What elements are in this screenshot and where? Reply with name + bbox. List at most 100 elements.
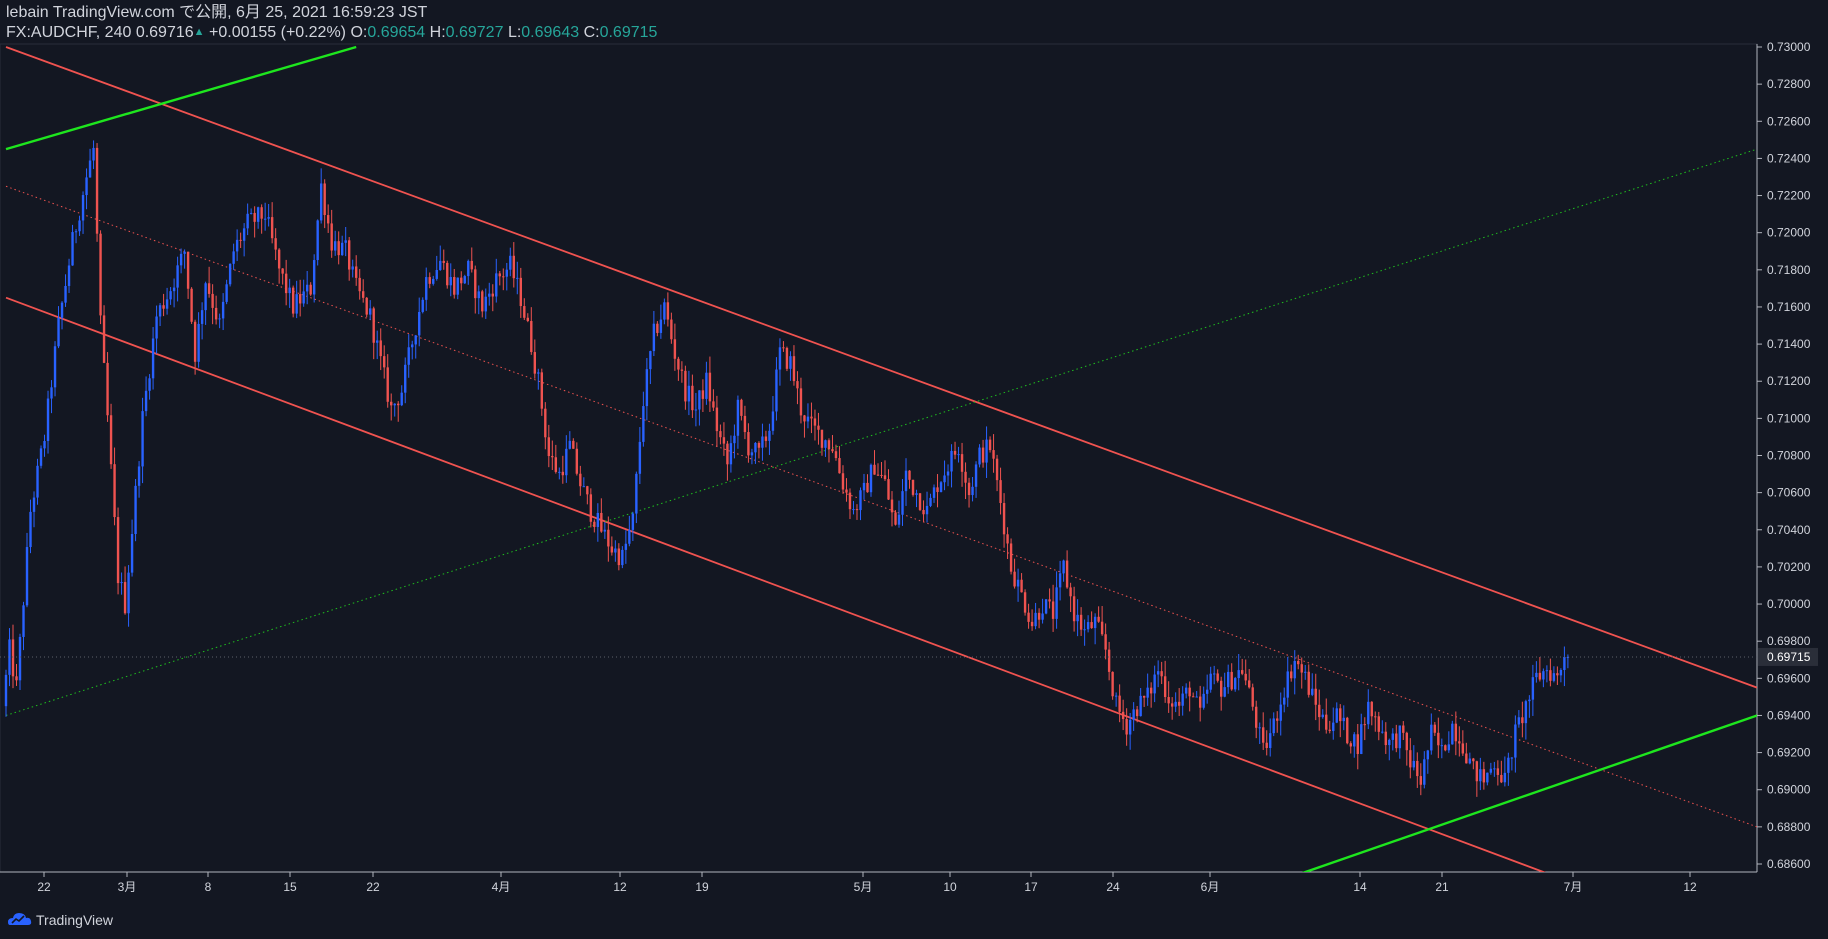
candle [1237, 654, 1240, 691]
candle-body [729, 443, 733, 465]
candle [179, 248, 183, 274]
candle-body [761, 436, 764, 448]
candle-body [1475, 761, 1479, 782]
candle-body [785, 347, 789, 369]
candle-body [1486, 772, 1489, 783]
candle [1503, 756, 1507, 787]
candle-body [957, 454, 960, 456]
candle [803, 414, 806, 438]
candle-body [1276, 718, 1279, 721]
candle-body [775, 369, 778, 412]
candle-body [474, 269, 477, 299]
candle [1535, 661, 1538, 683]
candle-body [449, 277, 452, 286]
candle-body [964, 471, 967, 483]
candle [1325, 698, 1328, 734]
candle [768, 423, 771, 455]
candle [1006, 527, 1009, 559]
candle [418, 297, 421, 347]
candle-body [673, 339, 677, 359]
candle [435, 255, 438, 281]
candle [551, 440, 554, 471]
candle-body [1006, 534, 1009, 544]
candle-body [824, 440, 827, 448]
candle [1244, 659, 1247, 686]
candle [1142, 695, 1146, 707]
candle [1170, 697, 1174, 720]
candle [533, 339, 537, 379]
candle-body [481, 291, 484, 312]
candle [4, 669, 8, 717]
candle [1009, 538, 1013, 575]
candle [1437, 717, 1440, 759]
candle [228, 263, 232, 287]
candle [656, 321, 659, 337]
candle-body [53, 346, 57, 388]
candle-body [1426, 750, 1430, 760]
candle-body [897, 514, 901, 525]
candle [505, 262, 508, 291]
candle-body [708, 372, 712, 402]
candle [1234, 676, 1237, 692]
candle [106, 352, 109, 422]
candle-body [792, 356, 796, 382]
candles[interactable] [4, 140, 1570, 797]
candle [582, 477, 586, 488]
candle [995, 454, 999, 492]
candle [99, 230, 102, 325]
candle-body [1142, 695, 1146, 698]
time-tick-label: 22 [366, 880, 380, 894]
candle-body [841, 473, 845, 490]
candle [1044, 599, 1048, 615]
candle-body [1405, 732, 1408, 751]
time-axis[interactable]: 22 3月 8 15 22 4月 12 19 5月 10 17 24 6月 14 21 7月 12 [37, 872, 1697, 894]
candle-body [123, 582, 127, 614]
candle [1076, 599, 1079, 637]
footer-brand[interactable]: TradingView [6, 909, 113, 931]
candle [225, 279, 228, 305]
candle-body [624, 543, 628, 550]
candle [925, 491, 929, 523]
candle-body [186, 251, 190, 289]
candle [1290, 664, 1293, 682]
candle-body [190, 288, 193, 322]
plot-area[interactable] [0, 43, 1758, 873]
candle-body [1135, 709, 1139, 717]
time-tick-label: 21 [1435, 880, 1449, 894]
time-tick-label: 7月 [1564, 880, 1583, 894]
candle [470, 247, 473, 273]
candle-body [1174, 701, 1177, 707]
candle [1205, 674, 1209, 704]
candle [624, 530, 628, 564]
candle [330, 209, 333, 258]
candle [733, 424, 736, 459]
price-tick-label: 0.70600 [1767, 486, 1811, 500]
candle [165, 287, 169, 315]
candle [736, 395, 740, 449]
trend-lines[interactable] [5, 45, 1757, 873]
symbol-interval-close[interactable]: FX:AUDCHF, 240 0.69716 [6, 24, 194, 41]
candle [414, 334, 417, 359]
candle-body [617, 548, 621, 566]
candle [477, 285, 480, 315]
candle-body [1545, 670, 1549, 672]
candle-body [694, 409, 698, 411]
candle-body [281, 268, 284, 274]
candle-body [565, 448, 568, 476]
candle-body [8, 639, 11, 675]
candle-body [1230, 671, 1233, 690]
candle-body [1076, 614, 1079, 622]
candle [186, 251, 190, 299]
candle [1055, 571, 1058, 629]
candle [8, 628, 11, 687]
candle [256, 206, 260, 229]
price-axis[interactable]: 0.73000 0.72800 0.72600 0.72400 0.72200 0.720… [1757, 40, 1811, 871]
candle [144, 376, 148, 417]
price-tick-label: 0.70400 [1767, 523, 1811, 537]
candle-body [876, 474, 880, 476]
candle [249, 208, 253, 215]
candle [88, 148, 92, 178]
candle-body [344, 240, 347, 243]
candle-body [614, 548, 617, 553]
